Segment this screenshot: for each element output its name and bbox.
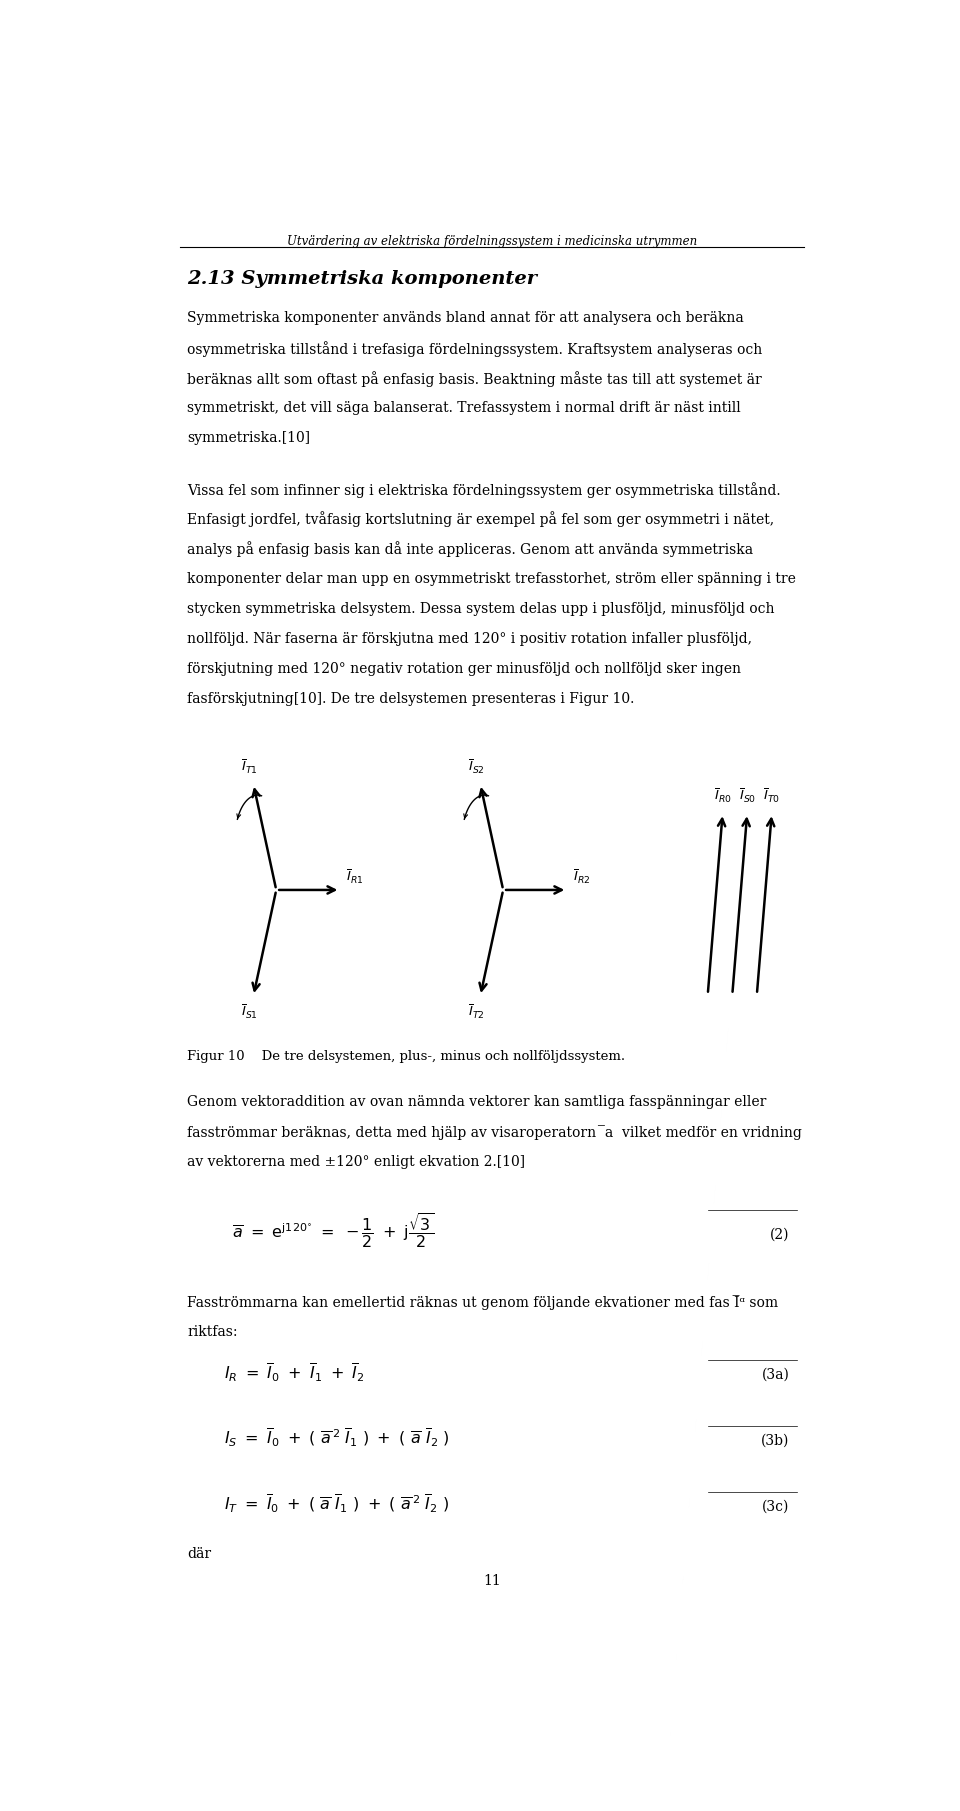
Text: Symmetriska komponenter används bland annat för att analysera och beräkna: Symmetriska komponenter används bland an… (187, 311, 744, 324)
Text: nollföljd. När faserna är förskjutna med 120° i positiv rotation infaller plusfö: nollföljd. När faserna är förskjutna med… (187, 632, 752, 645)
Text: av vektorerna med ±120° enligt ekvation 2.[10]: av vektorerna med ±120° enligt ekvation … (187, 1155, 525, 1170)
Text: stycken symmetriska delsystem. Dessa system delas upp i plusföljd, minusföljd oc: stycken symmetriska delsystem. Dessa sys… (187, 601, 775, 616)
Text: komponenter delar man upp en osymmetriskt trefasstorhet, ström eller spänning i : komponenter delar man upp en osymmetrisk… (187, 572, 796, 585)
Text: $\overline{a}\ =\ \mathrm{e}^{\mathrm{j}120^{\circ}}\ =\ -\dfrac{1}{2}\ +\ \math: $\overline{a}\ =\ \mathrm{e}^{\mathrm{j}… (231, 1212, 434, 1250)
Text: beräknas allt som oftast på enfasig basis. Beaktning måste tas till att systemet: beräknas allt som oftast på enfasig basi… (187, 371, 761, 386)
Text: Fasströmmarna kan emellertid räknas ut genom följande ekvationer med fas I̅ᵅ som: Fasströmmarna kan emellertid räknas ut g… (187, 1295, 779, 1309)
Text: (3c): (3c) (762, 1500, 789, 1514)
Text: fasförskjutning[10]. De tre delsystemen presenteras i Figur 10.: fasförskjutning[10]. De tre delsystemen … (187, 692, 635, 706)
Text: $\overline{I}_{S2}$: $\overline{I}_{S2}$ (468, 757, 485, 775)
Text: Enfasigt jordfel, tvåfasig kortslutning är exempel på fel som ger osymmetri i nä: Enfasigt jordfel, tvåfasig kortslutning … (187, 513, 774, 527)
Text: $\overline{I}_{R2}$: $\overline{I}_{R2}$ (573, 867, 590, 886)
Text: Utvärdering av elektriska fördelningssystem i medicinska utrymmen: Utvärdering av elektriska fördelningssys… (287, 235, 697, 248)
Text: symmetriska.[10]: symmetriska.[10] (187, 431, 310, 446)
Text: Figur 10    De tre delsystemen, plus-, minus och nollföljdssystem.: Figur 10 De tre delsystemen, plus-, minu… (187, 1050, 625, 1063)
Text: $I_S\ =\ \overline{I}_0\ +\ (\ \overline{a}^{\,2}\ \overline{I}_1\ )\ +\ (\ \ove: $I_S\ =\ \overline{I}_0\ +\ (\ \overline… (225, 1427, 450, 1449)
Text: (3b): (3b) (761, 1434, 789, 1449)
Text: 11: 11 (483, 1574, 501, 1588)
Text: $\overline{I}_{R0}$: $\overline{I}_{R0}$ (714, 786, 732, 804)
Text: $I_R\ =\ \overline{I}_0\ +\ \overline{I}_1\ +\ \overline{I}_2$: $I_R\ =\ \overline{I}_0\ +\ \overline{I}… (225, 1362, 365, 1384)
Text: $\overline{I}_{S0}$: $\overline{I}_{S0}$ (738, 786, 756, 804)
Text: Genom vektoraddition av ovan nämnda vektorer kan samtliga fasspänningar eller: Genom vektoraddition av ovan nämnda vekt… (187, 1096, 766, 1110)
Text: 2.13 Symmetriska komponenter: 2.13 Symmetriska komponenter (187, 270, 537, 288)
Text: $\overline{I}_{T1}$: $\overline{I}_{T1}$ (241, 757, 258, 775)
Text: $\overline{I}_{R1}$: $\overline{I}_{R1}$ (347, 867, 364, 886)
Text: förskjutning med 120° negativ rotation ger minusföljd och nollföljd sker ingen: förskjutning med 120° negativ rotation g… (187, 661, 741, 676)
Text: Vissa fel som infinner sig i elektriska fördelningssystem ger osymmetriska tills: Vissa fel som infinner sig i elektriska … (187, 482, 780, 498)
Text: $\overline{I}_{S1}$: $\overline{I}_{S1}$ (241, 1003, 258, 1021)
Text: $I_T\ =\ \overline{I}_0\ +\ (\ \overline{a}\ \overline{I}_1\ )\ +\ (\ \overline{: $I_T\ =\ \overline{I}_0\ +\ (\ \overline… (225, 1492, 449, 1516)
Text: analys på enfasig basis kan då inte appliceras. Genom att använda symmetriska: analys på enfasig basis kan då inte appl… (187, 541, 753, 558)
Text: där: där (187, 1547, 211, 1561)
Text: osymmetriska tillstånd i trefasiga fördelningssystem. Kraftsystem analyseras och: osymmetriska tillstånd i trefasiga förde… (187, 340, 762, 357)
Text: symmetriskt, det vill säga balanserat. Trefassystem i normal drift är näst intil: symmetriskt, det vill säga balanserat. T… (187, 400, 741, 415)
Text: riktfas:: riktfas: (187, 1326, 237, 1338)
Text: (3a): (3a) (761, 1367, 789, 1382)
Text: fasströmmar beräknas, detta med hjälp av visaroperatorn  ̅a  vilket medför en vr: fasströmmar beräknas, detta med hjälp av… (187, 1125, 802, 1141)
Text: $\overline{I}_{T2}$: $\overline{I}_{T2}$ (468, 1003, 485, 1021)
Text: (2): (2) (770, 1228, 789, 1242)
Text: $\overline{I}_{T0}$: $\overline{I}_{T0}$ (763, 786, 780, 804)
